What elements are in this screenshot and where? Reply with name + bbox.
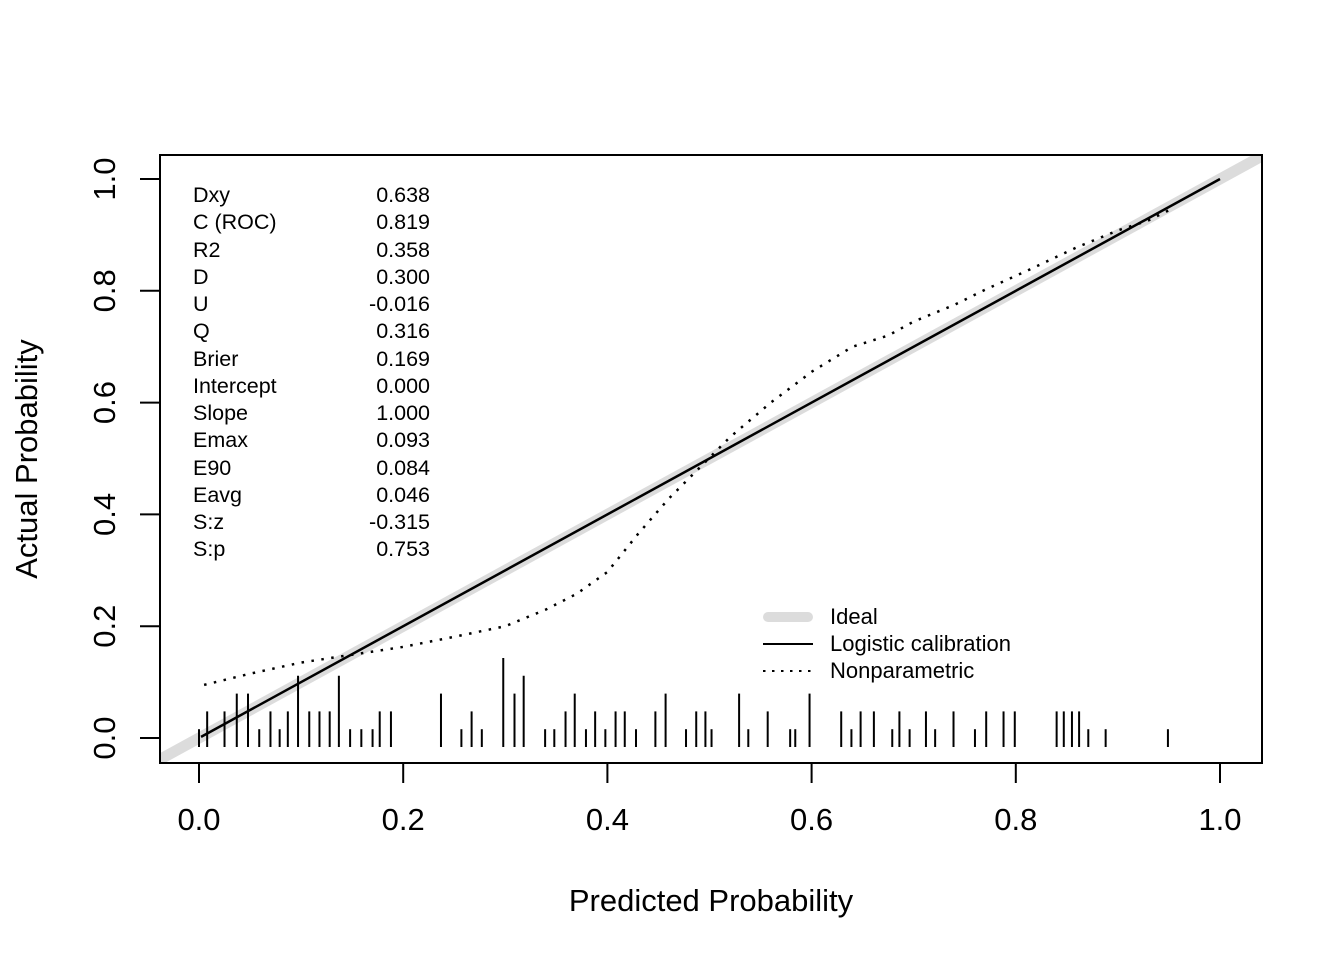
- stat-value: 0.300: [376, 264, 430, 289]
- y-tick-label: 1.0: [87, 157, 122, 200]
- stat-label: Slope: [193, 401, 248, 425]
- legend-label: Ideal: [830, 603, 878, 629]
- legend-line-swatch: [763, 669, 813, 673]
- stat-label: U: [193, 292, 209, 316]
- y-tick-label: 0.0: [87, 716, 122, 759]
- stat-row: D 0.300: [193, 264, 430, 291]
- stat-value: 1.000: [376, 401, 430, 425]
- stat-row: Intercept 0.000: [193, 373, 430, 400]
- stat-row: E90 0.084: [193, 455, 430, 482]
- stat-label: Dxy: [193, 183, 231, 207]
- stat-label: Brier: [193, 346, 239, 371]
- logistic-calibration-line: [200, 177, 1221, 738]
- stat-row: Q 0.316: [193, 318, 430, 345]
- legend-label: Logistic calibration: [830, 630, 1011, 656]
- legend-row: Logistic calibration: [763, 630, 1011, 657]
- nonparametric-line: [203, 208, 1171, 687]
- x-tick-label: 0.8: [994, 802, 1037, 837]
- stat-label: Emax: [193, 428, 248, 453]
- stat-row: C (ROC) 0.819: [193, 209, 430, 236]
- y-tick-label: 0.6: [87, 381, 122, 424]
- legend-label: Nonparametric: [830, 657, 975, 683]
- stat-value: -0.315: [369, 510, 430, 534]
- stat-value: -0.016: [369, 292, 430, 316]
- legend-row: Nonparametric: [763, 657, 1011, 684]
- stat-row: S:z -0.315: [193, 509, 430, 536]
- x-tick-label: 0.2: [382, 802, 425, 837]
- x-tick-label: 0.6: [790, 802, 833, 837]
- stat-label: Eavg: [193, 482, 243, 507]
- stat-value: 0.819: [376, 210, 430, 235]
- stat-row: Brier 0.169: [193, 346, 430, 373]
- stat-label: Intercept: [193, 373, 277, 398]
- legend-row: Ideal: [763, 603, 1011, 630]
- stat-label: C (ROC): [193, 210, 277, 235]
- legend-line-swatch: [763, 611, 813, 622]
- stat-value: 0.046: [376, 482, 430, 507]
- stats-block: Dxy 0.638 C (ROC) 0.819 R2 0.358 D 0.300…: [193, 182, 430, 564]
- stat-row: Slope 1.000: [193, 400, 430, 427]
- x-tick-label: 0.0: [177, 802, 220, 837]
- stat-value: 0.753: [376, 537, 430, 562]
- stat-value: 0.000: [376, 373, 430, 398]
- x-axis-title: Predicted Probability: [568, 883, 854, 918]
- y-axis-title: Actual Probability: [9, 339, 44, 579]
- x-tick-label: 0.4: [586, 802, 629, 837]
- stat-value: 0.358: [376, 237, 430, 262]
- plot-border: [159, 154, 1263, 764]
- stat-row: U -0.016: [193, 291, 430, 318]
- y-tick-label: 0.8: [87, 269, 122, 312]
- legend-line-swatch: [763, 642, 813, 646]
- stat-label: S:z: [193, 510, 225, 534]
- stat-row: Eavg 0.046: [193, 482, 430, 509]
- stat-value: 0.638: [376, 183, 430, 207]
- stat-label: Q: [193, 319, 210, 344]
- stat-label: S:p: [193, 537, 226, 562]
- legend: Ideal Logistic calibration Nonparametric: [763, 603, 1011, 685]
- stat-label: R2: [193, 237, 221, 262]
- stat-row: S:p 0.753: [193, 536, 430, 563]
- x-tick-label: 1.0: [1198, 802, 1241, 837]
- stat-value: 0.169: [376, 346, 430, 371]
- stat-label: E90: [193, 455, 232, 480]
- stat-value: 0.316: [376, 319, 430, 344]
- stat-row: R2 0.358: [193, 237, 430, 264]
- y-tick-label: 0.4: [87, 493, 122, 536]
- stat-value: 0.093: [376, 428, 430, 453]
- y-tick-label: 0.2: [87, 605, 122, 648]
- stat-row: Dxy 0.638: [193, 182, 430, 209]
- stat-label: D: [193, 264, 209, 289]
- stat-row: Emax 0.093: [193, 427, 430, 454]
- stat-value: 0.084: [376, 455, 430, 480]
